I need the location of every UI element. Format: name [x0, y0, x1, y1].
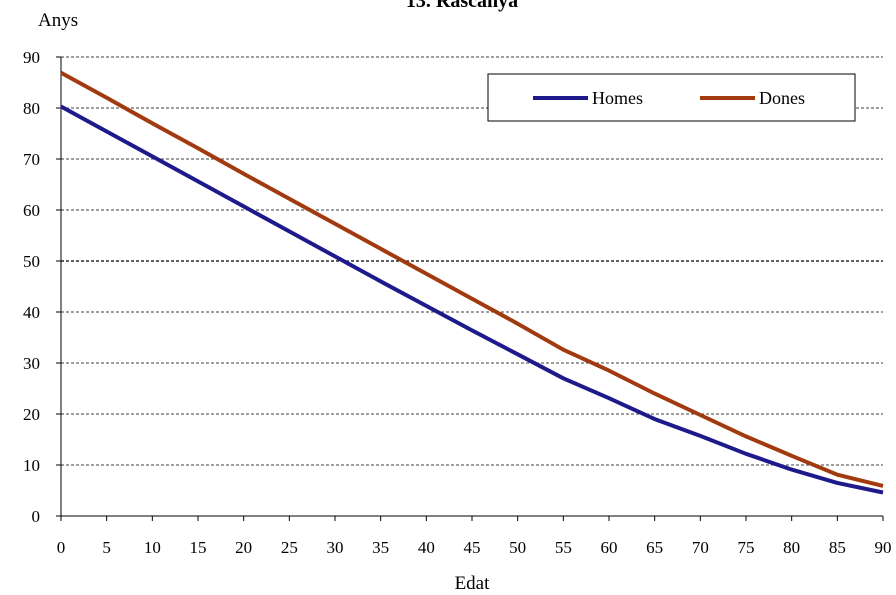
- x-tick-label-30: 30: [327, 538, 344, 557]
- series-lines: [60, 71, 884, 495]
- legend-label-homes: Homes: [592, 88, 643, 108]
- x-tick-label-75: 75: [738, 538, 755, 557]
- chart-title: 13. Rascanya: [406, 0, 518, 12]
- x-tick-label-85: 85: [829, 538, 846, 557]
- x-tick-label-15: 15: [190, 538, 207, 557]
- y-tick-label-20: 20: [23, 405, 40, 424]
- x-tick-label-65: 65: [646, 538, 663, 557]
- y-tick-label-0: 0: [32, 507, 41, 526]
- legend-label-dones: Dones: [759, 88, 805, 108]
- y-tick-label-90: 90: [23, 48, 40, 67]
- x-tick-label-5: 5: [102, 538, 111, 557]
- x-tick-label-20: 20: [235, 538, 252, 557]
- y-axis-title: Anys: [38, 10, 78, 31]
- x-tick-label-60: 60: [601, 538, 618, 557]
- axes: [56, 56, 884, 521]
- series-line-dones: [60, 71, 884, 488]
- x-tick-label-90: 90: [875, 538, 892, 557]
- series-line-homes: [60, 104, 884, 495]
- y-tick-label-10: 10: [23, 456, 40, 475]
- y-tick-label-50: 50: [23, 252, 40, 271]
- y-tick-label-40: 40: [23, 303, 40, 322]
- y-tick-label-70: 70: [23, 150, 40, 169]
- tick-labels: 0 10 20 30 40 50 60 70 80 90 0 5 10 15 20 25 30 35 40 45 50 5…: [23, 48, 892, 557]
- x-tick-label-45: 45: [464, 538, 481, 557]
- x-tick-label-70: 70: [692, 538, 709, 557]
- x-tick-label-35: 35: [372, 538, 389, 557]
- y-tick-label-60: 60: [23, 201, 40, 220]
- x-tick-label-10: 10: [144, 538, 161, 557]
- grid-lines: [61, 56, 883, 466]
- x-tick-label-80: 80: [783, 538, 800, 557]
- y-tick-label-80: 80: [23, 99, 40, 118]
- x-tick-label-25: 25: [281, 538, 298, 557]
- x-axis-title: Edat: [455, 573, 491, 594]
- y-tick-label-30: 30: [23, 354, 40, 373]
- legend: Homes Dones: [487, 73, 856, 122]
- x-tick-label-40: 40: [418, 538, 435, 557]
- x-tick-label-55: 55: [555, 538, 572, 557]
- x-tick-label-50: 50: [509, 538, 526, 557]
- x-tick-label-0: 0: [57, 538, 66, 557]
